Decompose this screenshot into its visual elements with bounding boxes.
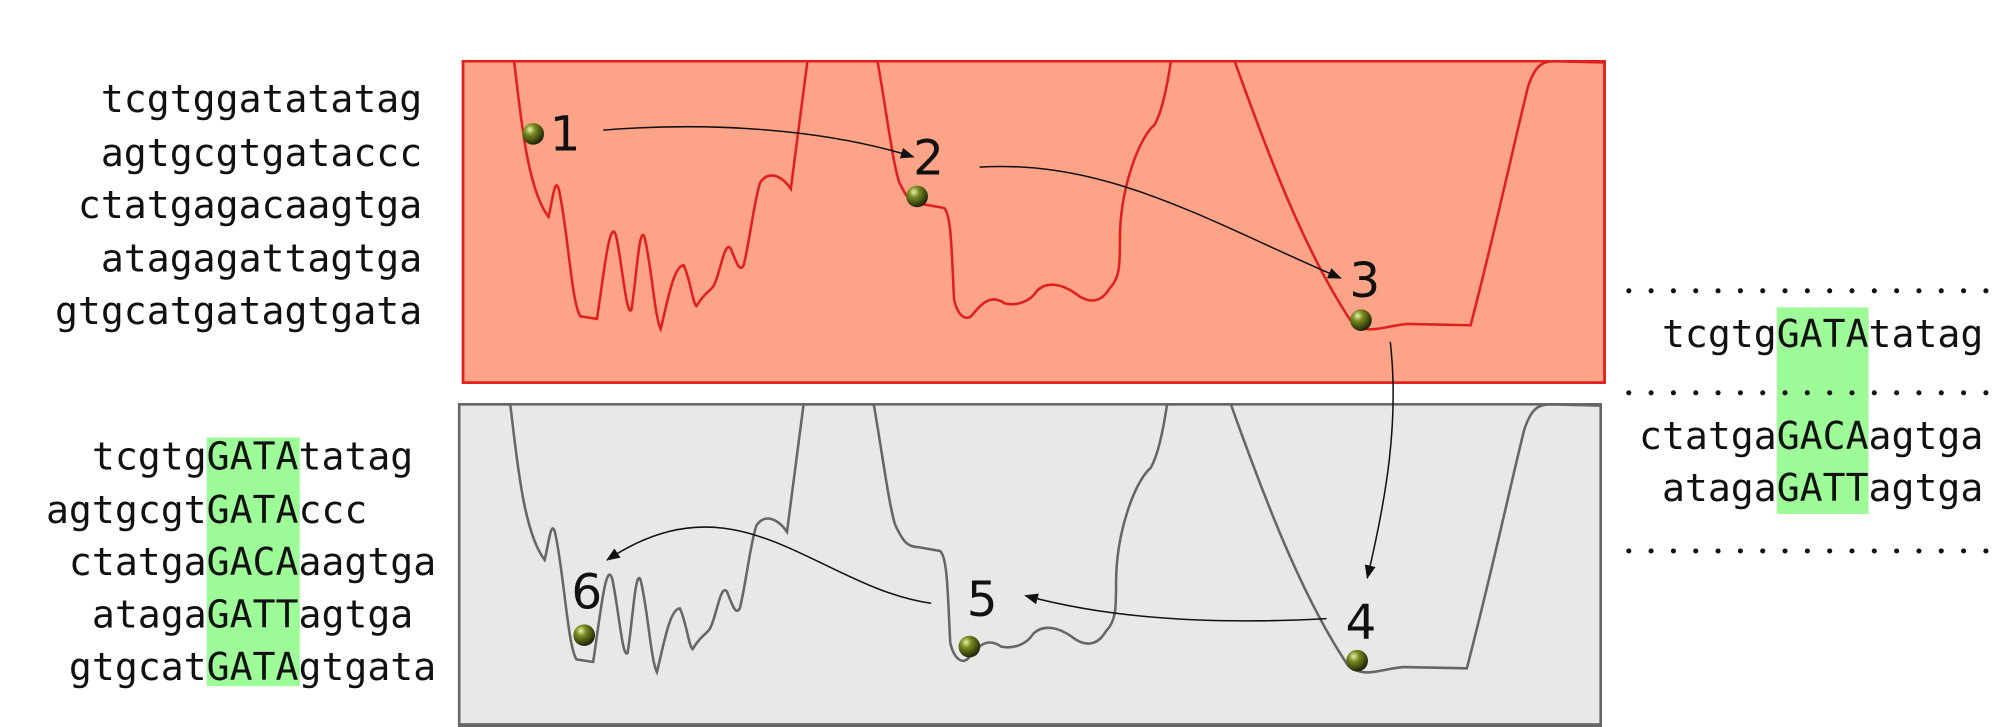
motif-highlight xyxy=(206,437,300,687)
sequence-motif: GATA xyxy=(1777,312,1869,356)
sequence: tcgtgGATAtatag xyxy=(1662,312,1983,356)
sequence-motif: GATT xyxy=(1777,466,1869,510)
ball xyxy=(906,185,928,208)
sequence-motif: GACA xyxy=(1777,414,1869,458)
sequence-suffix: gtgata xyxy=(298,645,436,689)
sequence-prefix: tcgtg xyxy=(92,434,207,478)
sequence: agtgcgtgataccc xyxy=(101,131,422,175)
sequence: ctatgagacaagtga xyxy=(78,183,422,227)
sequence-prefix: ctatga xyxy=(1639,414,1777,458)
sequence: tcgtgGATAtatag xyxy=(92,434,413,478)
ball xyxy=(1346,649,1368,672)
sequence-prefix: agtgcgt xyxy=(46,488,207,532)
sequence-suffix: aagtga xyxy=(298,540,436,584)
motif-highlight xyxy=(1776,307,1869,515)
sequence-prefix: gtgcat xyxy=(69,645,207,689)
sequence: gtgcatgatagtgata xyxy=(55,289,422,333)
sequence: agtgcgtGATAccc xyxy=(46,488,367,532)
sequence: ctatgaGACAagtga xyxy=(1639,414,1983,458)
top-border xyxy=(461,59,1606,384)
sequence-prefix: ctatga xyxy=(69,540,207,584)
step-number: 3 xyxy=(1349,253,1380,309)
step-number: 2 xyxy=(913,131,944,187)
step-number: 5 xyxy=(967,572,998,628)
ball xyxy=(958,635,981,658)
sequence-suffix: tatag xyxy=(1869,312,1984,356)
sequence-suffix: agtga xyxy=(1869,466,1984,510)
step-number: 6 xyxy=(571,564,602,620)
sequence: atagaGATTagtga xyxy=(92,593,413,637)
sequence-prefix: ataga xyxy=(92,593,207,637)
sequence-prefix: ataga xyxy=(1662,466,1777,510)
sequence-motif: GATA xyxy=(207,645,299,689)
ball xyxy=(1350,309,1372,331)
ball xyxy=(522,123,545,145)
sequence-motif: GACA xyxy=(207,540,299,584)
bottom-border xyxy=(457,403,1603,726)
sequence-motif: GATA xyxy=(207,434,299,478)
sequence: ctatgaGACAaagtga xyxy=(69,540,436,584)
step-number: 1 xyxy=(550,107,581,163)
sequence-suffix: tatag xyxy=(298,434,413,478)
sequence-prefix: tcgtg xyxy=(1662,312,1777,356)
arrows xyxy=(603,126,1394,622)
sequence: tcgtggatatatag xyxy=(101,77,422,121)
sequence: gtgcatGATAgtgata xyxy=(69,645,436,689)
sequence-suffix: ccc xyxy=(298,488,367,532)
sequence-motif: GATA xyxy=(207,488,299,532)
sequence-suffix: agtga xyxy=(1869,414,1984,458)
step-number: 4 xyxy=(1346,595,1377,651)
sequence: atagaGATTagtga xyxy=(1662,466,1983,510)
ball xyxy=(573,624,596,647)
sequence-motif: GATT xyxy=(207,593,299,637)
sequence: atagagattagtga xyxy=(101,237,422,281)
sequence-suffix: agtga xyxy=(298,593,413,637)
